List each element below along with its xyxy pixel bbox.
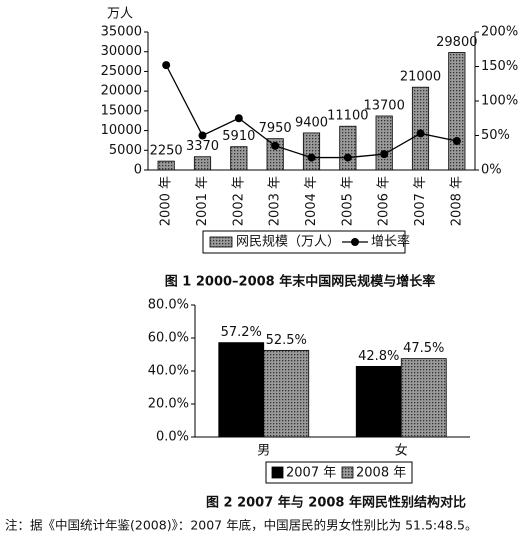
y-tick-label: 0 xyxy=(134,163,142,178)
line-marker xyxy=(162,61,171,70)
bar xyxy=(209,236,233,248)
x-tick-label: 女 xyxy=(395,443,408,459)
y2-tick-label: 200% xyxy=(481,25,518,40)
line-marker xyxy=(416,129,425,138)
value-label: 57.2% xyxy=(221,325,262,340)
value-label: 13700 xyxy=(363,98,404,113)
bar xyxy=(157,160,175,171)
y-tick-label: 25000 xyxy=(101,64,142,79)
x-tick-label: 男 xyxy=(257,444,270,459)
bar xyxy=(230,146,248,171)
value-label: 9400 xyxy=(295,115,328,130)
x-tick-label: 2001 年 xyxy=(195,176,210,226)
value-label: 2250 xyxy=(150,144,183,159)
legend-label: 2007 年 xyxy=(286,466,336,481)
y2-tick-label: 50% xyxy=(481,128,510,143)
bar xyxy=(400,358,447,438)
note: 注：据《中国统计年鉴(2008)》：2007 年底，中国居民的男女性别比为 51… xyxy=(5,518,477,533)
bar xyxy=(355,365,402,438)
line-marker xyxy=(198,131,207,140)
y2-tick-label: 0% xyxy=(481,163,502,178)
legend-marker xyxy=(351,238,359,246)
bar xyxy=(263,349,310,438)
y2-tick-label: 100% xyxy=(481,94,518,109)
chart-title: 图 2 2007 年与 2008 年网民性别结构对比 xyxy=(206,495,466,511)
bar xyxy=(271,466,284,479)
value-label: 21000 xyxy=(400,70,441,85)
line-marker xyxy=(234,114,243,123)
line-marker xyxy=(343,153,352,162)
value-label: 29800 xyxy=(436,35,477,50)
value-label: 42.8% xyxy=(358,349,399,364)
bar xyxy=(193,156,212,171)
line-marker xyxy=(271,141,280,150)
x-tick-label: 2000 年 xyxy=(159,176,174,226)
x-tick-label: 2008 年 xyxy=(449,176,464,226)
value-label: 7950 xyxy=(259,121,292,136)
value-label: 11100 xyxy=(327,109,368,124)
value-label: 47.5% xyxy=(403,341,444,356)
legend-label: 网民规模（万人） xyxy=(236,235,340,250)
y-tick-label: 10000 xyxy=(101,123,142,138)
y-tick-label: 20.0% xyxy=(148,397,189,412)
y-tick-label: 5000 xyxy=(109,143,142,158)
bar xyxy=(341,466,354,479)
bar xyxy=(375,115,393,171)
x-tick-label: 2006 年 xyxy=(377,176,392,226)
y-tick-label: 15000 xyxy=(101,103,142,118)
line-marker xyxy=(452,137,461,146)
y-axis-label: 万人 xyxy=(107,7,133,22)
value-label: 3370 xyxy=(186,139,219,154)
bar xyxy=(339,125,357,171)
y-tick-label: 80.0% xyxy=(148,298,189,313)
line-marker xyxy=(307,153,316,162)
y-tick-label: 35000 xyxy=(101,25,142,40)
y-tick-label: 30000 xyxy=(101,44,142,59)
x-tick-label: 2003 年 xyxy=(268,176,283,226)
y-tick-label: 0.0% xyxy=(156,430,189,445)
legend-label: 增长率 xyxy=(371,234,410,250)
y-tick-label: 40.0% xyxy=(148,364,189,379)
value-label: 52.5% xyxy=(266,333,307,348)
x-tick-label: 2004 年 xyxy=(304,176,319,226)
x-tick-label: 2005 年 xyxy=(340,176,355,226)
bar xyxy=(411,86,430,171)
legend-box xyxy=(202,230,406,254)
chart-title: 图 1 2000–2008 年末中国网民规模与增长率 xyxy=(165,274,436,290)
bar xyxy=(448,52,466,171)
y-tick-label: 60.0% xyxy=(148,331,189,346)
x-tick-label: 2002 年 xyxy=(231,176,246,226)
line-marker xyxy=(380,150,389,159)
legend-box xyxy=(265,461,413,484)
y2-tick-label: 150% xyxy=(481,59,518,74)
bar xyxy=(302,132,321,171)
legend-label: 2008 年 xyxy=(356,466,406,481)
value-label: 5910 xyxy=(222,129,255,144)
x-tick-label: 2007 年 xyxy=(413,176,428,226)
bar xyxy=(218,342,265,438)
y-tick-label: 20000 xyxy=(101,84,142,99)
